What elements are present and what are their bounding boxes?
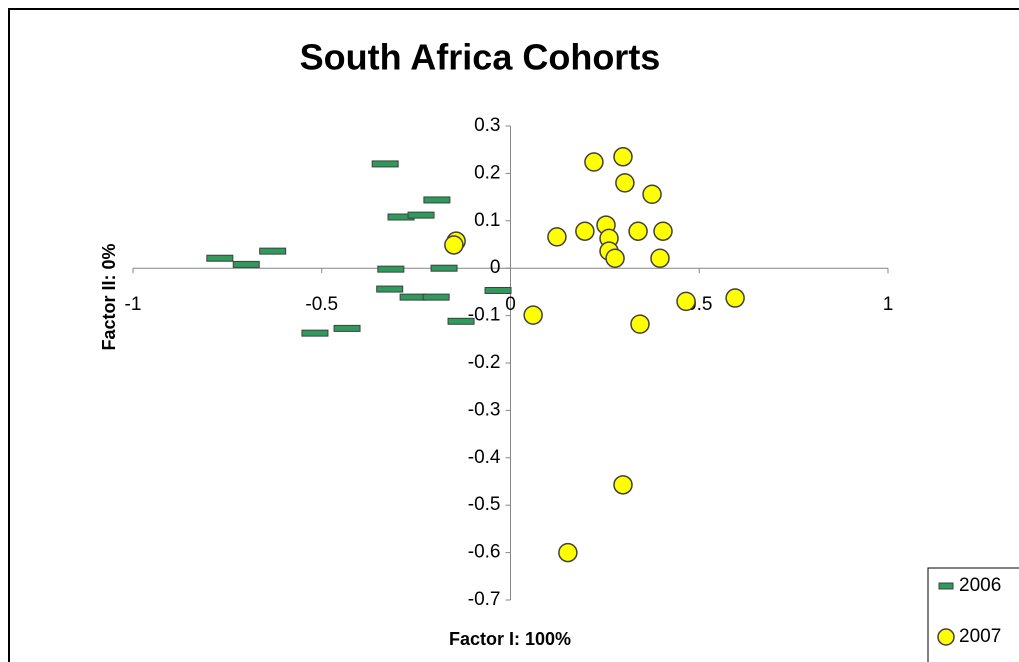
chart-frame [8,8,1019,662]
point [259,247,287,255]
point [628,221,648,241]
x-tick-label: -0.5 [305,294,338,315]
y-tick-label: 0.3 [474,115,500,136]
point [642,184,662,205]
x-tick-label: 0 [505,294,516,315]
point [615,173,635,193]
y-axis-label: Factor II: 0% [99,243,119,350]
point [725,288,745,308]
point [613,147,633,167]
y-tick-label: 0 [490,257,501,278]
y-tick-label: -0.7 [468,589,501,610]
point [650,248,670,268]
x-axis-label: Factor I: 100% [449,629,571,649]
point [206,254,234,262]
point [653,221,673,241]
point [371,160,399,168]
y-tick-label: 0.2 [474,162,500,183]
legend-swatch [937,628,955,646]
point [423,196,451,204]
point [613,475,633,495]
x-tick-label: -1 [125,294,142,315]
point [575,221,595,241]
y-tick-label: -0.2 [468,352,501,373]
y-tick-label: -0.3 [468,399,501,420]
legend-swatch [938,582,954,590]
point [376,285,404,293]
point [676,291,696,312]
y-tick-label: -0.1 [468,305,501,326]
point [605,248,625,268]
point [523,305,543,325]
point [333,324,361,332]
y-tick-label: -0.5 [468,494,501,515]
point [232,260,260,268]
point [547,227,567,247]
point [558,542,578,563]
legend-label: 2007 [959,626,1001,647]
chart-title: South Africa Cohorts [300,37,661,78]
point [407,211,435,219]
point [430,264,458,272]
y-tick-label: -0.6 [468,542,501,563]
y-tick-label: 0.1 [474,210,500,231]
point [584,152,604,172]
point [484,286,512,294]
x-tick-label: 1 [883,294,894,315]
point [377,265,405,273]
point [447,317,475,325]
point [630,314,650,334]
y-tick-label: -0.4 [468,447,501,468]
legend-label: 2006 [959,575,1001,596]
point [301,329,329,337]
point [422,293,450,301]
point [399,293,427,301]
point [444,235,464,255]
